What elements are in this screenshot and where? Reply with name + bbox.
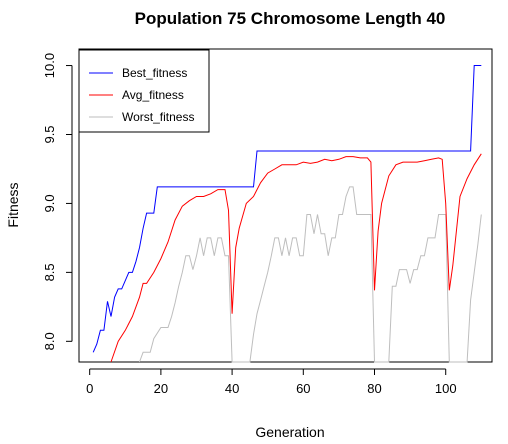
- series-layer: [92, 65, 482, 363]
- x-tick-label: 80: [367, 381, 381, 396]
- y-tick-label: 8.5: [42, 263, 57, 281]
- y-tick-label: 10.0: [42, 53, 57, 78]
- y-tick-label: 8.0: [42, 332, 57, 350]
- chart-title: Population 75 Chromosome Length 40: [135, 9, 446, 28]
- y-tick-label: 9.0: [42, 194, 57, 212]
- legend-label-worst-fitness: Worst_fitness: [122, 110, 194, 124]
- x-tick-label: 0: [86, 381, 93, 396]
- series-line-avg-fitness: [110, 153, 482, 363]
- legend-box: [78, 49, 210, 133]
- x-tick-label: 100: [435, 381, 457, 396]
- legend-label-avg-fitness: Avg_fitness: [122, 88, 184, 102]
- x-tick-label: 60: [296, 381, 310, 396]
- legend-label-best-fitness: Best_fitness: [122, 66, 187, 80]
- x-axis-label: Generation: [255, 424, 324, 440]
- y-tick-label: 9.5: [42, 125, 57, 143]
- x-axis: 0 20 40 60 80 100: [86, 368, 457, 396]
- y-axis: 8.0 8.5 9.0 9.5 10.0: [42, 53, 73, 350]
- x-tick-label: 40: [225, 381, 239, 396]
- legend: Best_fitness Avg_fitness Worst_fitness: [78, 49, 210, 133]
- y-axis-label: Fitness: [5, 182, 21, 227]
- plot-frame: [78, 48, 493, 363]
- series-line-best-fitness: [92, 65, 482, 353]
- x-tick-label: 20: [154, 381, 168, 396]
- series-line-worst-fitness: [139, 186, 482, 363]
